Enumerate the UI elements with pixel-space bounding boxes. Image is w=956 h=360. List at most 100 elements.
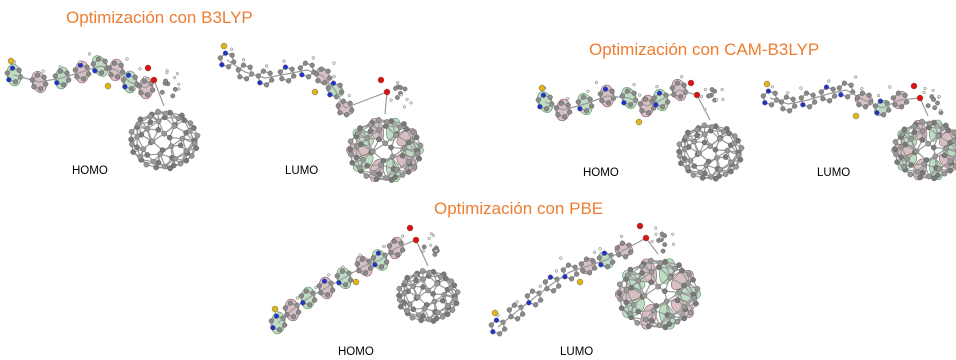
- fullerene-carbon-atom: [367, 122, 374, 128]
- fullerene-carbon-atom: [919, 118, 925, 125]
- carbon-atom: [681, 82, 687, 88]
- fullerene-carbon-atom: [396, 285, 403, 292]
- fullerene-carbon-atom: [950, 138, 956, 144]
- bond: [606, 95, 630, 99]
- carbon-atom: [237, 74, 243, 80]
- hydrogen-atom: [311, 56, 315, 60]
- carbon-atom: [138, 90, 144, 96]
- carbon-atom: [859, 90, 866, 96]
- carbon-atom: [394, 95, 400, 100]
- bond: [415, 239, 429, 267]
- fullerene-carbon-atom: [419, 268, 426, 274]
- oxygen-atom: [687, 79, 695, 87]
- hydrogen-atom: [282, 59, 286, 63]
- nitrogen-atom: [219, 62, 225, 68]
- carbon-atom: [150, 87, 156, 93]
- oxygen-atom: [383, 88, 391, 96]
- carbon-atom: [235, 67, 241, 73]
- fullerene-carbon-atom: [444, 311, 451, 318]
- carbon-atom: [282, 322, 288, 328]
- sulfur-atom: [7, 57, 15, 65]
- carbon-atom: [386, 243, 392, 249]
- fullerene-carbon-atom: [686, 271, 692, 277]
- carbon-atom: [72, 67, 78, 73]
- fullerene-carbon-atom: [720, 128, 727, 135]
- hydrogen-atom: [434, 249, 438, 253]
- carbon-atom: [820, 96, 826, 102]
- fullerene-carbon-atom: [157, 151, 163, 157]
- fullerene-carbon-atom: [716, 136, 723, 142]
- carbon-atom: [886, 107, 892, 113]
- carbon-atom: [284, 312, 290, 318]
- hydrogen-atom: [671, 232, 675, 236]
- fullerene-carbon-atom: [439, 297, 446, 304]
- fullerene-carbon-atom: [405, 169, 412, 175]
- hydrogen-atom: [938, 109, 942, 113]
- nitrogen-atom: [838, 92, 844, 98]
- fullerene-carbon-atom: [376, 127, 383, 133]
- hydrogen-atom: [650, 240, 654, 244]
- carbon-atom: [665, 99, 671, 105]
- hydrogen-atom: [241, 58, 246, 62]
- fullerene-carbon-atom: [401, 121, 407, 127]
- fullerene-carbon-atom: [623, 299, 630, 306]
- carbon-atom: [384, 259, 390, 265]
- bond: [881, 99, 901, 109]
- hydrogen-atom: [659, 236, 663, 240]
- fullerene-carbon-atom: [893, 151, 899, 158]
- hydrogen-atom: [295, 296, 300, 300]
- carbon-atom: [225, 64, 232, 70]
- carbon-atom: [324, 292, 331, 298]
- fullerene-carbon-atom: [363, 173, 370, 179]
- fullerene-carbon-atom: [655, 283, 661, 290]
- fullerene-carbon-atom: [360, 156, 366, 163]
- nitrogen-atom: [375, 250, 382, 256]
- bond: [696, 94, 711, 121]
- pbe-homo-svg: [268, 224, 461, 335]
- carbon-atom: [772, 90, 778, 96]
- nitrogen-atom: [222, 50, 229, 56]
- carbon-atom: [279, 76, 285, 82]
- sulfur-atom: [538, 84, 546, 92]
- fullerene-carbon-atom: [648, 269, 655, 275]
- carbon-atom: [340, 98, 347, 104]
- bond: [515, 297, 535, 313]
- fullerene-carbon-atom: [672, 265, 678, 272]
- carbon-atom: [558, 100, 565, 106]
- fullerene-carbon-atom: [129, 141, 135, 148]
- fullerene-carbon-atom: [371, 170, 377, 176]
- hydrogen-atom: [400, 234, 405, 238]
- carbon-atom: [832, 93, 838, 99]
- fullerene-carbon-atom: [919, 169, 926, 176]
- fullerene-carbon-atom: [736, 152, 742, 158]
- oxygen-atom: [377, 76, 385, 84]
- oxygen-atom: [150, 76, 158, 84]
- fullerene-carbon-atom: [930, 144, 937, 151]
- nitrogen-atom: [122, 84, 128, 90]
- fullerene-carbon-atom: [663, 298, 670, 305]
- nitrogen-atom: [540, 92, 547, 98]
- fullerene-carbon-atom: [364, 135, 371, 142]
- fullerene-carbon-atom: [367, 128, 374, 134]
- fullerene-carbon-atom: [899, 131, 906, 137]
- carbon-atom: [86, 71, 92, 77]
- carbon-atom: [349, 107, 355, 113]
- fullerene-carbon-atom: [681, 304, 687, 310]
- fullerene-carbon-atom: [430, 291, 436, 297]
- carbon-atom: [291, 73, 297, 79]
- hydrogen-atom: [87, 52, 92, 56]
- carbon-atom: [659, 104, 666, 110]
- fullerene-carbon-atom: [682, 146, 688, 152]
- hydrogen-atom: [654, 232, 658, 236]
- carbon-atom: [619, 240, 626, 246]
- carbon-atom: [268, 318, 274, 324]
- carbon-atom: [786, 108, 793, 114]
- bond: [115, 69, 131, 83]
- fullerene-carbon-atom: [426, 269, 433, 276]
- hydrogen-atom: [703, 107, 707, 111]
- fullerene-carbon-atom: [697, 169, 704, 176]
- fullerene-carbon-atom: [425, 287, 431, 294]
- carbon-atom: [706, 93, 712, 99]
- carbon-atom: [298, 293, 304, 299]
- carbon-atom: [904, 99, 910, 105]
